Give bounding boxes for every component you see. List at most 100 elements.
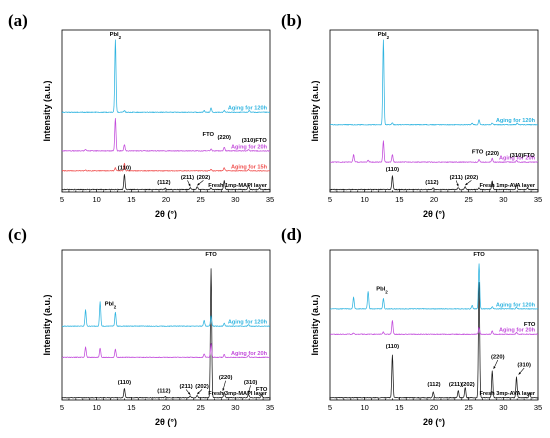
peak-annotation: FTO [473, 252, 485, 258]
annotation-subscript: 2 [385, 289, 388, 294]
arrow-head [456, 183, 459, 187]
peak-annotation: FTO [523, 153, 535, 159]
panel-letter: (a) [8, 11, 28, 30]
series-line [62, 39, 270, 113]
series-line [330, 39, 538, 126]
peak-annotation: PbI2 [110, 32, 122, 40]
arrow-head [493, 366, 496, 369]
x-tick-label: 5 [60, 195, 64, 204]
series-label: Fresh 1mp-MAPI layer [208, 183, 268, 189]
x-tick-label: 15 [395, 195, 403, 204]
series-line [330, 175, 538, 191]
x-tick-label: 35 [266, 403, 274, 412]
x-tick-label: 20 [162, 403, 170, 412]
peak-annotation: (112) [425, 180, 438, 186]
plot-frame [329, 249, 539, 401]
peak-annotation: (202) [195, 384, 209, 390]
peak-annotation: PbI2 [378, 32, 390, 40]
arrow-head [248, 390, 251, 394]
panel-letter: (d) [281, 225, 302, 244]
x-tick-label: 30 [499, 195, 507, 204]
y-axis-title: Intensity (a.u.) [310, 294, 320, 355]
series-line [330, 320, 538, 335]
peak-annotation: (310) [244, 380, 258, 386]
x-tick-label: 25 [196, 403, 204, 412]
series-label: Fresh 3mp-AVA layer [479, 391, 535, 397]
peak-annotation: (202) [461, 382, 475, 388]
series-line [62, 343, 270, 359]
x-tick-label: 25 [464, 403, 472, 412]
series-label: Aging for 120h [496, 302, 536, 308]
peak-annotation: (110) [386, 344, 399, 350]
peak-annotation: FTO [472, 149, 484, 155]
peak-annotation: PbI2 [105, 301, 117, 309]
peak-annotation: (112) [157, 389, 170, 395]
panel-letter: (c) [8, 225, 27, 244]
x-tick-label: 5 [328, 195, 332, 204]
arrow-head [465, 182, 468, 186]
series-line [62, 174, 270, 191]
x-axis-title: 2θ (°) [155, 417, 177, 427]
series-label: Aging for 120h [496, 118, 536, 124]
peak-annotation: (310) [510, 153, 524, 159]
peak-annotation: (220) [217, 135, 231, 141]
series-label: Aging for 120h [228, 320, 268, 326]
x-axis-title: 2θ (°) [423, 209, 445, 219]
annotation-subscript: 2 [387, 35, 390, 40]
series-label: Aging for 120h [228, 106, 268, 112]
peak-annotation: (112) [427, 382, 440, 388]
x-tick-label: 35 [534, 195, 542, 204]
peak-annotation: (211) [449, 382, 462, 388]
series-line [62, 268, 270, 399]
x-axis-title: 2θ (°) [423, 417, 445, 427]
x-tick-label: 10 [360, 403, 368, 412]
arrow-head [197, 391, 200, 395]
peak-annotation: FTO [524, 322, 536, 328]
x-axis-title: 2θ (°) [155, 209, 177, 219]
peak-annotation: (110) [118, 380, 131, 386]
plot-frame [329, 29, 539, 193]
x-tick-label: 30 [231, 403, 239, 412]
series-label: Aging for 20h [231, 351, 268, 357]
panel-3: (d) 5 10 15 20 25 30 35 2θ (°) Intensity (a.u.) Fr… [281, 225, 542, 427]
peak-annotation: (112) [157, 180, 170, 186]
series-line [62, 301, 270, 327]
panel-letter: (b) [281, 11, 302, 30]
series-line [330, 140, 538, 163]
x-tick-label: 5 [60, 403, 64, 412]
peak-annotation: (220) [485, 151, 499, 157]
x-tick-label: 15 [395, 403, 403, 412]
x-tick-label: 10 [360, 195, 368, 204]
series-label: Aging for 20h [231, 144, 268, 150]
arrow-head [188, 183, 191, 187]
peak-annotation: FTO [256, 387, 268, 393]
series-label: Aging for 20h [499, 156, 536, 162]
peak-annotation: (211) [450, 175, 463, 181]
series-label: Aging for 20h [499, 328, 536, 334]
peak-annotation: (220) [491, 354, 505, 360]
x-tick-label: 30 [499, 403, 507, 412]
arrow-head [222, 388, 225, 391]
annotation-subscript: 2 [114, 304, 117, 309]
series-line [330, 281, 538, 399]
peak-annotation: (220) [219, 375, 233, 381]
peak-annotation: (211) [181, 175, 194, 181]
x-tick-label: 25 [196, 195, 204, 204]
x-tick-label: 25 [464, 195, 472, 204]
peak-annotation: (310) [517, 363, 531, 369]
peak-annotation: (310) [242, 138, 256, 144]
series-label: Aging for 15h [231, 164, 268, 170]
x-tick-label: 20 [162, 195, 170, 204]
annotation-subscript: 2 [119, 35, 122, 40]
x-tick-label: 5 [328, 403, 332, 412]
x-tick-label: 10 [92, 403, 100, 412]
series-line [62, 162, 270, 172]
series-line [330, 263, 538, 310]
panel-2: (c) 5 10 15 20 25 30 35 2θ (°) Intensity (a.u.) Fr… [8, 225, 274, 427]
series-line [62, 117, 270, 152]
peak-annotation: FTO [255, 138, 267, 144]
arrow-head [197, 183, 200, 186]
peak-annotation: FTO [205, 252, 217, 258]
arrow-head [187, 392, 191, 395]
x-tick-label: 20 [430, 403, 438, 412]
